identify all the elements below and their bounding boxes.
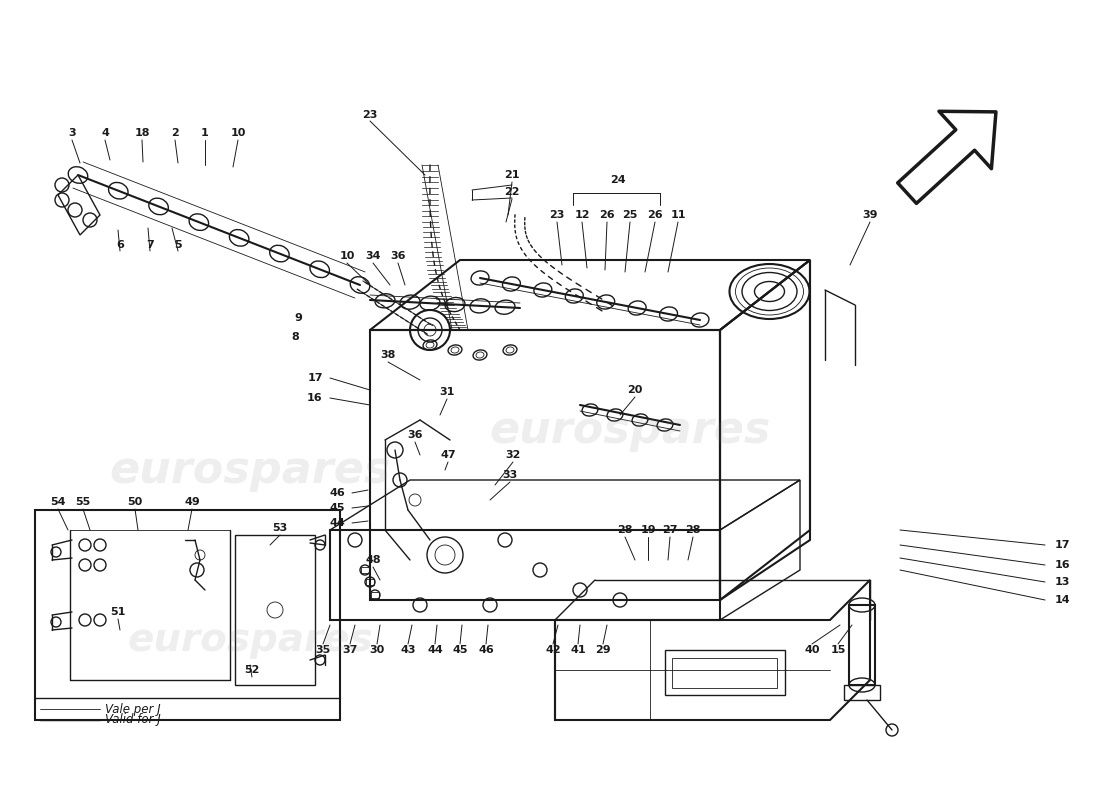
Text: 15: 15 [830,645,846,655]
Text: 23: 23 [362,110,377,120]
Text: 17: 17 [307,373,322,383]
Text: eurospares: eurospares [490,409,771,451]
Text: eurospares: eurospares [128,621,373,659]
Text: 24: 24 [610,175,626,185]
Text: 8: 8 [292,332,299,342]
Text: 54: 54 [51,497,66,507]
Text: 52: 52 [244,665,260,675]
Text: 11: 11 [670,210,685,220]
Text: 33: 33 [503,470,518,480]
Text: 51: 51 [110,607,125,617]
Text: 12: 12 [574,210,590,220]
Text: 29: 29 [595,645,610,655]
Text: 53: 53 [273,523,287,533]
Text: 16: 16 [307,393,322,403]
Text: Valid for J: Valid for J [104,714,161,726]
Text: 49: 49 [184,497,200,507]
Text: 2: 2 [172,128,179,138]
Text: 28: 28 [617,525,632,535]
Text: 20: 20 [627,385,642,395]
Text: 14: 14 [1054,595,1070,605]
Text: 55: 55 [76,497,90,507]
Text: 9: 9 [294,313,301,323]
Text: 27: 27 [662,525,678,535]
Text: 7: 7 [146,240,154,250]
Text: Vale per J: Vale per J [104,702,161,715]
Text: 46: 46 [329,488,345,498]
Text: 21: 21 [504,170,519,180]
Text: 48: 48 [365,555,381,565]
Text: 44: 44 [427,645,443,655]
Text: 18: 18 [134,128,150,138]
Text: 10: 10 [339,251,354,261]
Text: eurospares: eurospares [109,449,390,491]
Bar [361,567,368,573]
Text: 30: 30 [370,645,385,655]
Text: 17: 17 [1054,540,1069,550]
Text: 16: 16 [1054,560,1070,570]
Text: 34: 34 [365,251,381,261]
Text: 36: 36 [390,251,406,261]
Text: 50: 50 [128,497,143,507]
Text: 46: 46 [478,645,494,655]
Text: 26: 26 [647,210,663,220]
Text: 10: 10 [230,128,245,138]
Text: 4: 4 [101,128,109,138]
Text: 5: 5 [174,240,182,250]
Text: 40: 40 [804,645,820,655]
Text: 39: 39 [862,210,878,220]
Bar [235,535,315,685]
Text: 41: 41 [570,645,586,655]
Text: 44: 44 [329,518,345,528]
Text: 31: 31 [439,387,454,397]
Text: 42: 42 [546,645,561,655]
Text: 19: 19 [640,525,656,535]
Bar [849,605,875,685]
Text: 25: 25 [623,210,638,220]
Text: 38: 38 [381,350,396,360]
Text: 1: 1 [201,128,209,138]
Text: 45: 45 [329,503,344,513]
Text: 32: 32 [505,450,520,460]
Text: 28: 28 [685,525,701,535]
Bar [666,650,785,695]
Text: 47: 47 [440,450,455,460]
Text: 45: 45 [452,645,468,655]
Text: 3: 3 [68,128,76,138]
Text: 35: 35 [316,645,331,655]
Text: 13: 13 [1054,577,1069,587]
Text: 43: 43 [400,645,416,655]
Text: 22: 22 [504,187,519,197]
Bar [672,658,777,688]
Bar [366,579,374,585]
Text: 37: 37 [342,645,358,655]
Bar [844,685,880,700]
Text: 36: 36 [407,430,422,440]
Text: 6: 6 [117,240,124,250]
Text: 23: 23 [549,210,564,220]
Bar [35,510,340,720]
Bar [371,592,380,598]
Text: 26: 26 [600,210,615,220]
